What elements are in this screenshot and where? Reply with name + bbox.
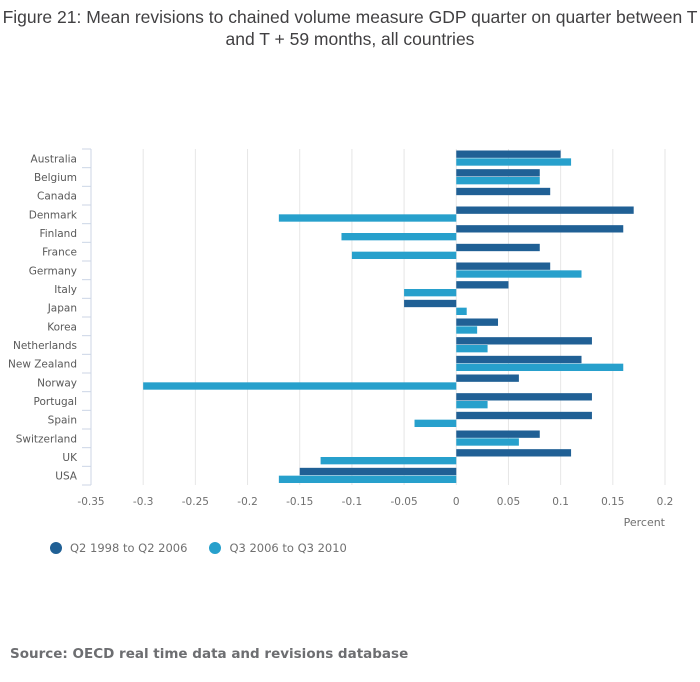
x-tick-label: 0.1: [552, 496, 569, 508]
legend-marker-series-1: [50, 542, 62, 554]
gridlines: [142, 149, 666, 485]
x-tick-label: 0.05: [497, 496, 520, 508]
y-category-label: Spain: [48, 415, 77, 427]
y-category-label: Denmark: [29, 209, 78, 221]
bar-new-zealand-series-2[interactable]: [456, 363, 624, 372]
y-category-label: Korea: [47, 321, 77, 333]
bar-italy-series-1[interactable]: [456, 281, 509, 289]
bar-finland-series-2[interactable]: [341, 233, 457, 241]
y-category-label: USA: [55, 471, 78, 483]
y-axis: Australia Belgium Canada Denmark Finland Fran…: [8, 148, 92, 486]
x-axis-title: Percent: [624, 516, 666, 529]
x-tick-label: -0.1: [342, 496, 363, 508]
bar-australia-series-2[interactable]: [456, 158, 572, 166]
bar-usa-series-2[interactable]: [278, 475, 457, 484]
x-tick-label: 0: [453, 496, 460, 508]
bar-finland-series-1[interactable]: [456, 225, 624, 233]
y-category-label: Australia: [31, 153, 77, 165]
y-category-label: UK: [62, 452, 78, 464]
legend-label-series-2: Q3 2006 to Q3 2010: [229, 541, 347, 555]
bar-usa-series-1[interactable]: [299, 467, 457, 476]
y-category-label: Italy: [54, 284, 77, 296]
y-category-label: Norway: [37, 377, 77, 389]
y-category-label: France: [42, 247, 77, 259]
y-category-label: Netherlands: [13, 340, 77, 352]
bar-netherlands-series-2[interactable]: [456, 345, 488, 353]
chart-title: Figure 21: Mean revisions to chained vol…: [2, 7, 698, 49]
x-axis-ticks: -0.35 -0.3 -0.25 -0.2 -0.15 -0.1 -0.05 0 0.05 0.1…: [77, 496, 673, 508]
legend-item-series-2[interactable]: Q3 2006 to Q3 2010: [209, 541, 347, 555]
x-tick-label: -0.05: [391, 496, 418, 508]
x-tick-label: -0.2: [237, 496, 258, 508]
bar-france-series-1[interactable]: [456, 243, 540, 252]
bar-canada-series-1[interactable]: [456, 187, 551, 196]
y-category-label: Finland: [39, 228, 77, 240]
bar-denmark-series-1[interactable]: [456, 206, 634, 214]
bar-belgium-series-1[interactable]: [456, 169, 540, 177]
bar-japan-series-1[interactable]: [404, 299, 457, 308]
legend-label-series-1: Q2 1998 to Q2 2006: [70, 541, 188, 555]
bar-netherlands-series-1[interactable]: [456, 337, 592, 345]
bar-germany-series-2[interactable]: [456, 270, 582, 278]
x-tick-label: -0.35: [77, 496, 104, 508]
bar-belgium-series-2[interactable]: [456, 177, 540, 185]
y-category-label: Belgium: [34, 172, 77, 184]
bar-norway-series-2[interactable]: [143, 382, 457, 390]
bar-uk-series-1[interactable]: [456, 449, 572, 457]
x-tick-label: -0.25: [182, 496, 209, 508]
bar-italy-series-2[interactable]: [404, 289, 457, 297]
x-tick-label: -0.15: [286, 496, 313, 508]
y-category-label: Portugal: [34, 396, 78, 408]
y-category-label: Canada: [37, 191, 77, 203]
bar-korea-series-1[interactable]: [456, 318, 499, 326]
bar-denmark-series-2[interactable]: [278, 214, 457, 222]
x-tick-label: -0.3: [133, 496, 154, 508]
legend-marker-series-2: [209, 542, 222, 554]
bar-spain-series-2[interactable]: [414, 419, 457, 428]
bar-uk-series-2[interactable]: [320, 457, 457, 465]
bar-germany-series-1[interactable]: [456, 262, 551, 270]
bar-new-zealand-series-1[interactable]: [456, 355, 582, 364]
x-tick-label: 0.2: [657, 496, 674, 508]
x-tick-label: 0.15: [601, 496, 624, 508]
legend: Q2 1998 to Q2 2006 Q3 2006 to Q3 2010: [50, 541, 347, 555]
bar-spain-series-1[interactable]: [456, 411, 592, 420]
bar-france-series-2[interactable]: [351, 251, 457, 260]
y-category-label: New Zealand: [8, 359, 77, 371]
bar-portugal-series-2[interactable]: [456, 401, 488, 409]
y-category-label: Japan: [47, 303, 77, 315]
source-note: Source: OECD real time data and revision…: [10, 646, 409, 662]
bar-norway-series-1[interactable]: [456, 374, 519, 382]
bars: [143, 150, 634, 484]
bar-switzerland-series-1[interactable]: [456, 430, 540, 438]
bar-korea-series-2[interactable]: [456, 326, 478, 334]
legend-item-series-1[interactable]: Q2 1998 to Q2 2006: [50, 541, 187, 555]
bar-japan-series-2[interactable]: [456, 307, 467, 316]
y-category-label: Germany: [29, 265, 77, 277]
bar-portugal-series-1[interactable]: [456, 393, 592, 401]
bar-australia-series-1[interactable]: [456, 150, 561, 158]
y-category-label: Switzerland: [16, 433, 77, 445]
bar-switzerland-series-2[interactable]: [456, 438, 519, 446]
